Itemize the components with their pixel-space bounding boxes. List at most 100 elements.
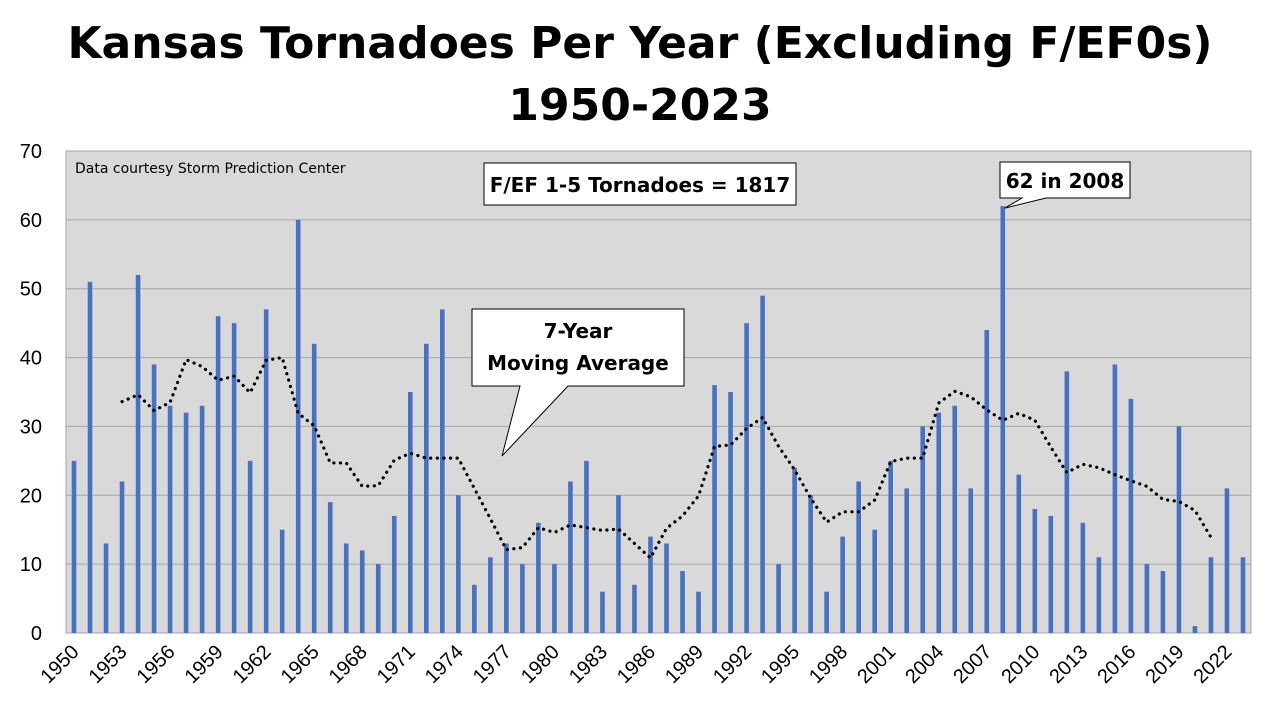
y-tick-label: 70 [20, 141, 42, 163]
bar [696, 591, 701, 633]
bar [680, 571, 685, 633]
bar [1064, 371, 1070, 633]
bar [728, 392, 733, 633]
x-tick-label: 1992 [709, 641, 756, 688]
x-tick-label: 1989 [661, 641, 708, 688]
bar [279, 529, 285, 633]
y-tick-label: 30 [20, 416, 42, 438]
moving-average-callout: 7-Year Moving Average [471, 308, 685, 457]
x-tick-label: 1953 [85, 641, 132, 688]
peak-annotation: 62 in 2008 [1006, 169, 1125, 193]
bar [840, 536, 845, 633]
bar [648, 536, 653, 633]
bar [247, 460, 253, 633]
bar [968, 488, 974, 633]
peak-callout-shape [999, 161, 1131, 209]
bar [520, 564, 525, 633]
x-tick-label: 1959 [181, 641, 228, 688]
bar [1080, 522, 1086, 633]
bar [375, 564, 381, 633]
bar [552, 564, 557, 633]
moving-average-label-line-1: 7-Year [544, 319, 613, 343]
x-tick-label: 1986 [613, 641, 660, 688]
bar [1144, 564, 1150, 633]
bar [359, 550, 365, 633]
bar [936, 412, 942, 633]
bar [472, 584, 477, 633]
bar [824, 591, 829, 633]
x-tick-label: 1956 [133, 641, 180, 688]
bar [1208, 557, 1214, 633]
x-tick-label: 2022 [1189, 641, 1236, 688]
bar [440, 309, 445, 633]
bar [1160, 571, 1166, 633]
bar [760, 295, 765, 633]
bar [1176, 426, 1182, 633]
bar [1016, 474, 1022, 633]
y-tick-label: 20 [20, 485, 42, 507]
bar [1096, 557, 1102, 633]
x-tick-label: 1977 [469, 641, 516, 688]
bar [311, 343, 317, 633]
bar [616, 495, 621, 633]
bar [167, 405, 173, 633]
bar [872, 529, 877, 633]
bar [119, 481, 125, 633]
bar [664, 543, 669, 633]
bar [856, 481, 861, 633]
bar [87, 281, 93, 633]
bar [584, 460, 589, 633]
x-tick-label: 1962 [229, 641, 276, 688]
x-tick-label: 2001 [853, 641, 900, 688]
bar [1000, 206, 1006, 634]
bar [984, 330, 990, 633]
x-tick-label: 1965 [277, 641, 324, 688]
chart-title: Kansas Tornadoes Per Year (Excluding F/E… [67, 18, 1213, 69]
bar [904, 488, 910, 633]
moving-average-line [120, 355, 1213, 561]
bar [424, 343, 429, 633]
x-tick-label: 1983 [565, 641, 612, 688]
x-tick-label: 1995 [757, 641, 804, 688]
x-tick-label: 1980 [517, 641, 564, 688]
bar [1048, 515, 1054, 633]
bar [151, 364, 157, 633]
bar [488, 557, 493, 633]
bar [712, 385, 717, 633]
bar [135, 274, 141, 633]
bar [536, 522, 541, 633]
bar [1224, 488, 1230, 633]
peak-callout: 62 in 2008 [999, 161, 1131, 209]
bar [952, 405, 958, 633]
bar [1192, 626, 1198, 633]
x-tick-label: 2013 [1045, 641, 1092, 688]
bar [568, 481, 573, 633]
bar [1112, 364, 1118, 633]
bar [808, 495, 813, 633]
bar [600, 591, 605, 633]
bar [183, 412, 189, 633]
bar [391, 515, 397, 633]
bar [888, 460, 893, 633]
bar [231, 323, 237, 633]
bar [632, 584, 637, 633]
bar [103, 543, 109, 633]
x-tick-label: 1968 [325, 641, 372, 688]
y-tick-label: 50 [20, 279, 42, 301]
bar [1128, 398, 1134, 633]
bar [1032, 509, 1038, 633]
data-source-note: Data courtesy Storm Prediction Center [75, 161, 346, 177]
moving-average-label-line-2: Moving Average [487, 351, 669, 375]
bar [744, 323, 749, 633]
x-tick-label: 1974 [421, 641, 468, 688]
bar [215, 316, 221, 633]
x-tick-label: 2010 [997, 641, 1044, 688]
y-tick-label: 10 [20, 554, 42, 576]
total-callout-box [483, 162, 797, 206]
bar [920, 426, 926, 633]
y-axis: 0 10 20 30 40 50 60 70 [20, 141, 42, 645]
x-tick-label: 2019 [1141, 641, 1188, 688]
y-tick-label: 60 [20, 210, 42, 232]
plot-area [65, 150, 1252, 634]
